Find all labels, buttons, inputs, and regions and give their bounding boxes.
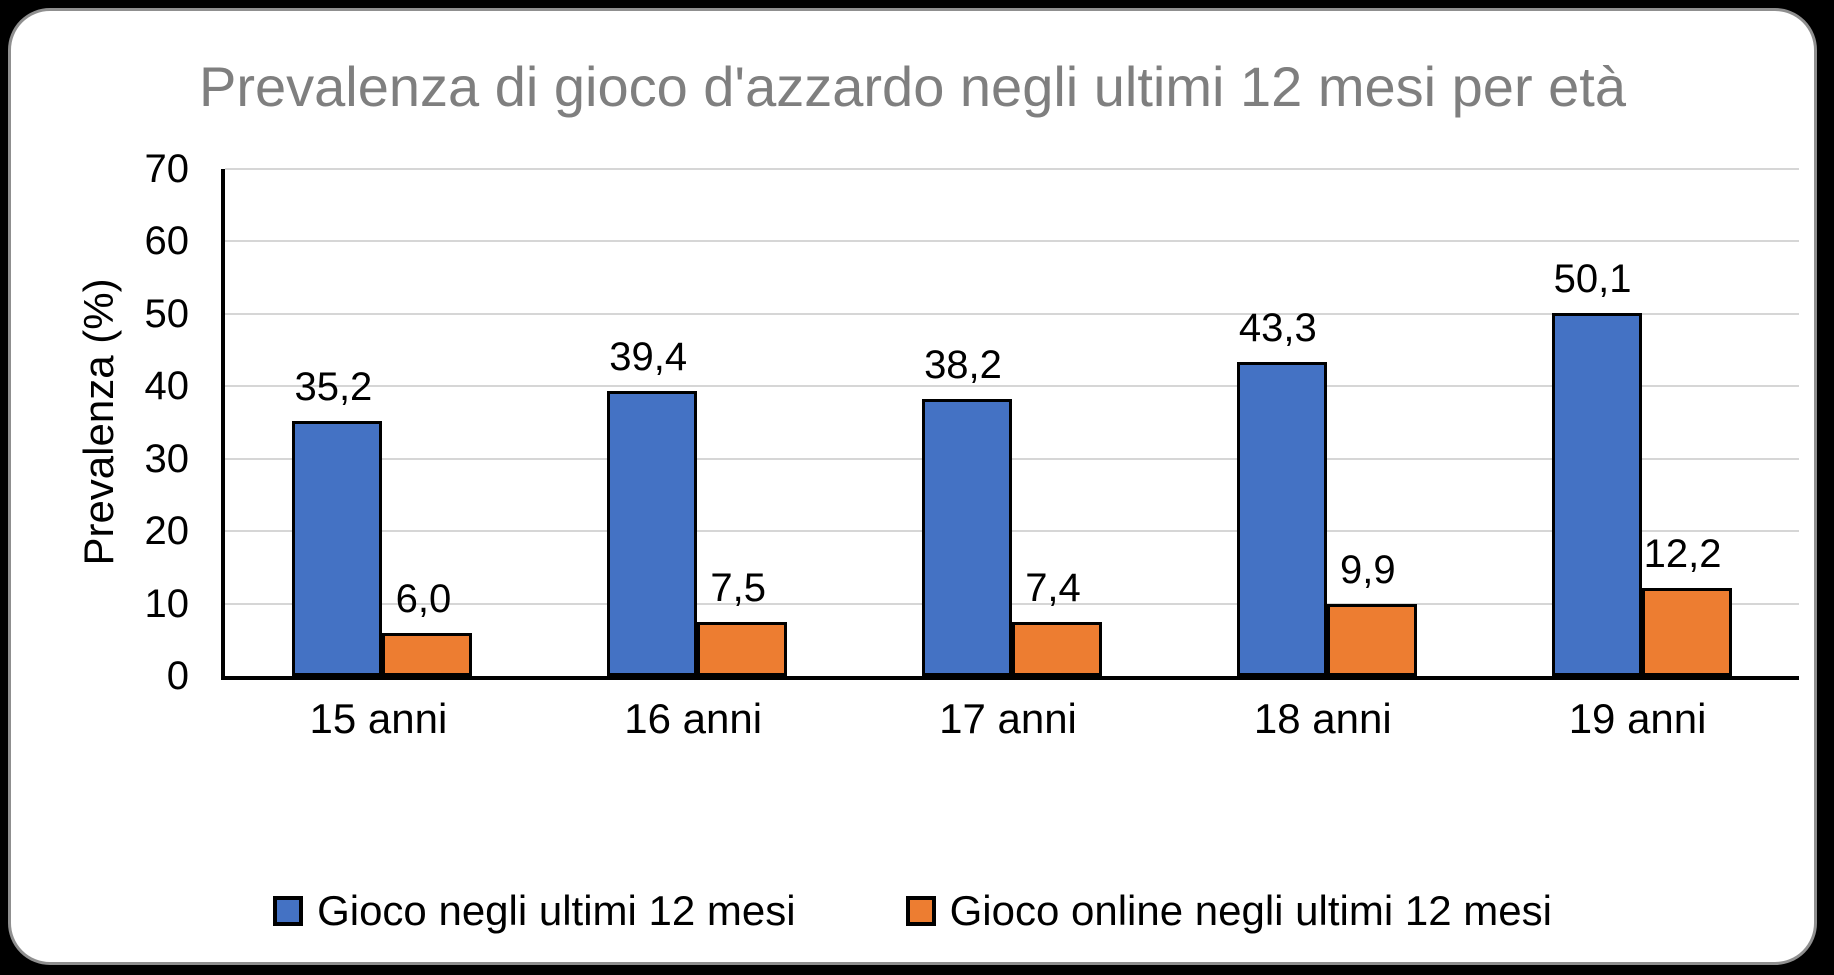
chart-card: Prevalenza di gioco d'azzardo negli ulti… xyxy=(8,8,1817,965)
legend-item-gioco-online: Gioco online negli ultimi 12 mesi xyxy=(905,887,1552,935)
bar-gioco-15-anni xyxy=(292,421,383,676)
data-label-gioco-15-anni: 35,2 xyxy=(294,365,373,409)
chart-title: Prevalenza di gioco d'azzardo negli ulti… xyxy=(198,55,1626,118)
legend-swatch-gioco-online xyxy=(905,896,936,926)
bar-gioco-16-anni xyxy=(607,391,698,676)
bar-gioco-19-anni xyxy=(1551,313,1642,676)
bar-gioco-18-anni xyxy=(1236,362,1327,676)
data-label-gioco-online-17-anni: 7,4 xyxy=(1025,566,1081,610)
legend-label-gioco: Gioco negli ultimi 12 mesi xyxy=(317,887,796,934)
x-axis-label-18-anni: 18 anni xyxy=(1253,695,1392,742)
gridline-50 xyxy=(225,312,1799,315)
bar-gioco-online-18-anni xyxy=(1326,604,1417,676)
x-axis-label-15-anni: 15 anni xyxy=(309,695,448,742)
gridline-20 xyxy=(225,530,1799,533)
gridline-40 xyxy=(225,385,1799,388)
legend-swatch-gioco xyxy=(273,896,304,926)
legend-label-gioco-online: Gioco online negli ultimi 12 mesi xyxy=(949,887,1552,934)
y-tick-label-20: 20 xyxy=(144,509,190,554)
legend: Gioco negli ultimi 12 mesi Gioco online n… xyxy=(11,887,1814,935)
data-label-gioco-18-anni: 43,3 xyxy=(1238,306,1317,350)
y-tick-label-10: 10 xyxy=(144,581,190,626)
data-label-gioco-16-anni: 39,4 xyxy=(609,335,688,379)
y-tick-label-60: 60 xyxy=(144,219,190,264)
y-tick-label-50: 50 xyxy=(144,291,190,336)
legend-item-gioco: Gioco negli ultimi 12 mesi xyxy=(273,887,796,935)
plot-area xyxy=(221,168,1799,680)
data-label-gioco-17-anni: 38,2 xyxy=(924,343,1002,387)
gridline-30 xyxy=(225,457,1799,460)
gridline-10 xyxy=(225,602,1799,605)
data-label-gioco-online-16-anni: 7,5 xyxy=(710,566,766,610)
y-tick-label-0: 0 xyxy=(166,654,189,698)
gridline-70 xyxy=(225,168,1799,170)
y-tick-label-30: 30 xyxy=(144,436,190,481)
data-label-gioco-online-19-anni: 12,2 xyxy=(1643,532,1722,576)
x-axis-label-16-anni: 16 anni xyxy=(624,695,763,742)
y-tick-label-40: 40 xyxy=(144,364,190,409)
bar-gioco-online-16-anni xyxy=(697,622,788,676)
x-axis-label-17-anni: 17 anni xyxy=(939,695,1077,742)
gridline-60 xyxy=(225,240,1799,243)
bar-gioco-online-15-anni xyxy=(382,633,473,676)
y-tick-label-70: 70 xyxy=(144,147,190,191)
data-label-gioco-online-15-anni: 6,0 xyxy=(395,577,452,621)
bar-gioco-online-17-anni xyxy=(1012,622,1102,676)
x-axis-label-19-anni: 19 anni xyxy=(1568,695,1707,742)
data-label-gioco-19-anni: 50,1 xyxy=(1553,257,1632,301)
bar-gioco-17-anni xyxy=(922,399,1012,676)
bar-gioco-online-19-anni xyxy=(1641,588,1732,676)
data-label-gioco-online-18-anni: 9,9 xyxy=(1339,548,1396,592)
